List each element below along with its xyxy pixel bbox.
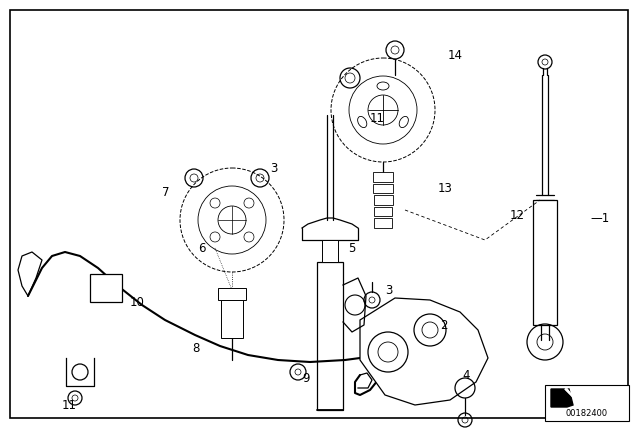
Text: 11: 11	[62, 399, 77, 412]
Text: 10: 10	[130, 296, 145, 309]
Text: 5: 5	[348, 241, 355, 254]
Polygon shape	[565, 389, 573, 397]
Text: 3: 3	[270, 161, 277, 175]
Text: 7: 7	[162, 185, 170, 198]
Polygon shape	[551, 389, 573, 407]
Text: 2: 2	[440, 319, 447, 332]
Text: 11: 11	[370, 112, 385, 125]
Bar	[373, 172, 393, 181]
Text: 8: 8	[192, 341, 200, 354]
Text: 4: 4	[462, 369, 470, 382]
Bar	[374, 195, 392, 204]
Bar	[373, 184, 393, 193]
Text: 6: 6	[198, 241, 205, 254]
Text: 12: 12	[510, 208, 525, 221]
Bar	[221, 300, 243, 338]
Text: 3: 3	[385, 284, 392, 297]
Bar	[374, 207, 392, 216]
Bar	[374, 218, 392, 228]
Polygon shape	[565, 389, 573, 397]
Bar	[322, 240, 338, 262]
Text: —1: —1	[590, 211, 609, 224]
Text: 13: 13	[438, 181, 453, 194]
Bar	[545, 385, 629, 421]
Bar	[90, 274, 122, 302]
Bar	[218, 288, 246, 300]
Bar	[317, 262, 343, 410]
Bar	[533, 200, 557, 325]
Text: 14: 14	[448, 48, 463, 61]
Text: 9: 9	[302, 371, 310, 384]
Text: 00182400: 00182400	[566, 409, 608, 418]
Polygon shape	[360, 298, 488, 405]
